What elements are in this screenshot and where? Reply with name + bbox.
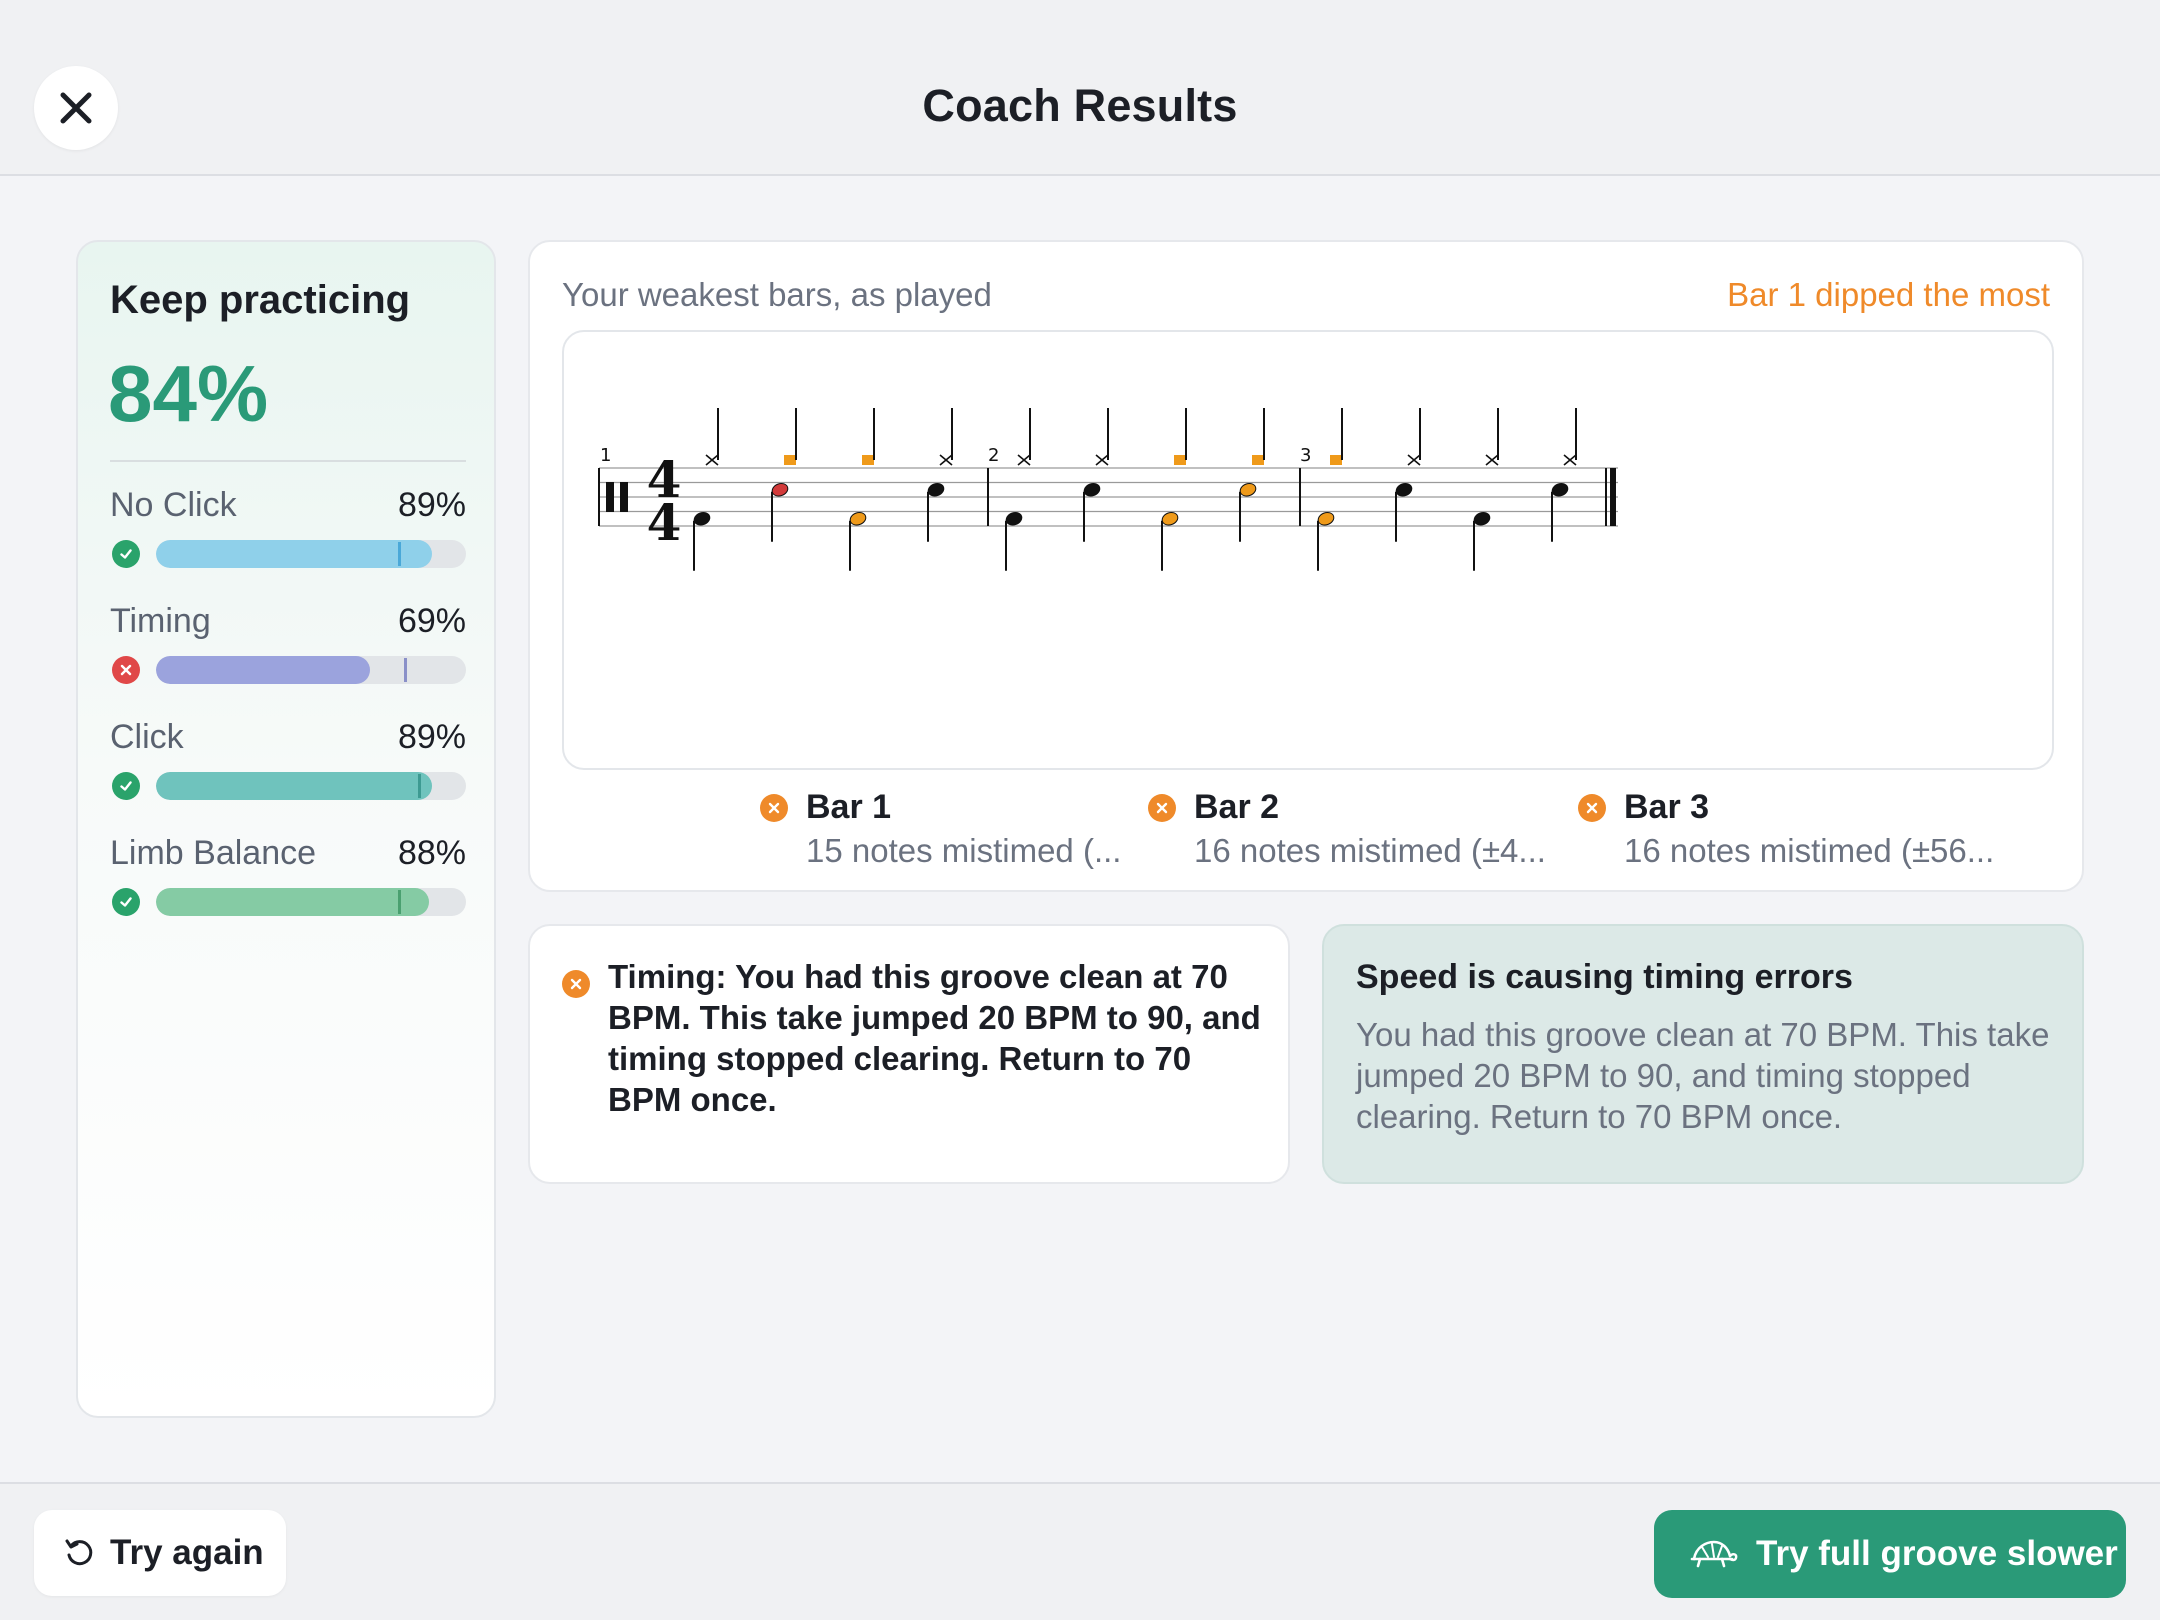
bar-title: Bar 1 — [806, 788, 892, 826]
kick-note — [849, 511, 867, 526]
bar-summary-1[interactable]: Bar 1 15 notes mistimed (... — [760, 788, 1180, 878]
bar-number: 3 — [1300, 445, 1311, 466]
metric-name: No Click — [110, 486, 237, 524]
metric-bar-fill — [156, 772, 432, 800]
rotate-ccw-icon — [65, 1539, 93, 1566]
kick-note — [693, 511, 711, 526]
hihat-note — [1485, 454, 1499, 466]
snare-note — [927, 482, 945, 497]
hihat-note — [1407, 454, 1421, 466]
check-icon — [112, 540, 140, 568]
metric-timing: Timing 69% — [110, 602, 466, 692]
metric-value: 89% — [397, 486, 466, 524]
bar-title: Bar 2 — [1194, 788, 1280, 826]
close-button[interactable] — [34, 66, 118, 150]
try-again-button[interactable]: Try again — [34, 1510, 286, 1596]
snare-note — [1083, 482, 1101, 497]
drum-staff: 4 4 1 2 3 — [598, 408, 1618, 571]
x-circle-icon — [1578, 794, 1606, 822]
snare-note — [1239, 482, 1257, 497]
insight-title: Speed is causing timing errors — [1356, 958, 1853, 996]
final-barline-thick — [1610, 468, 1616, 526]
target-marker — [404, 658, 407, 682]
x-circle-icon — [760, 794, 788, 822]
metric-bar — [156, 540, 466, 568]
metric-limb-balance: Limb Balance 88% — [110, 834, 466, 924]
time-signature-bottom: 4 — [647, 493, 682, 552]
metric-bar — [156, 656, 466, 684]
hihat-note-mistimed — [1252, 455, 1264, 465]
score-label: Keep practicing — [110, 278, 411, 322]
kick-note — [1161, 511, 1179, 526]
metric-bar-fill — [156, 540, 432, 568]
weakest-bar-callout: Bar 1 dipped the most — [1727, 276, 2050, 313]
metric-name: Click — [110, 718, 184, 756]
percussion-clef — [620, 482, 628, 512]
bar-number: 2 — [988, 445, 999, 466]
hihat-note — [705, 454, 719, 466]
page-title: Coach Results — [922, 80, 1238, 131]
snare-note — [771, 482, 789, 497]
bar-title: Bar 3 — [1624, 788, 1710, 826]
metric-value: 69% — [397, 602, 466, 640]
check-icon — [112, 772, 140, 800]
score-value: 84% — [108, 349, 269, 438]
check-icon — [112, 888, 140, 916]
footer-bar: Try again Try full groove slower — [0, 1482, 2160, 1620]
bar-summary-3[interactable]: Bar 3 16 notes mistimed (±56... — [1578, 788, 1998, 878]
hihat-note-mistimed — [784, 455, 796, 465]
close-icon — [60, 92, 92, 124]
hihat-note-mistimed — [862, 455, 874, 465]
metric-no-click: No Click 89% — [110, 486, 466, 576]
time-signature-top: 4 — [647, 450, 682, 509]
bar-detail: 16 notes mistimed (±56... — [1624, 832, 1995, 869]
timing-tip-card: Timing: You had this groove clean at 70 … — [528, 924, 1290, 1184]
hihat-note-mistimed — [1174, 455, 1186, 465]
kick-note — [1005, 511, 1023, 526]
metric-name: Timing — [110, 602, 211, 640]
snare-note — [1395, 482, 1413, 497]
kick-note — [1317, 511, 1335, 526]
hihat-note-mistimed — [1330, 455, 1342, 465]
metric-value: 89% — [397, 718, 466, 756]
try-slower-label: Try full groove slower — [1756, 1534, 2118, 1573]
hihat-note — [939, 454, 953, 466]
snare-note — [1551, 482, 1569, 497]
divider — [110, 460, 466, 462]
metric-value: 88% — [397, 834, 466, 872]
x-circle-icon — [1148, 794, 1176, 822]
bar-detail: 15 notes mistimed (... — [806, 832, 1122, 869]
metric-click: Click 89% — [110, 718, 466, 808]
tip-text: Timing: You had this groove clean at 70 … — [608, 958, 1261, 1118]
x-circle-icon — [562, 970, 590, 998]
bar-summary-2[interactable]: Bar 2 16 notes mistimed (±4... — [1148, 788, 1568, 878]
header-bar: Coach Results — [0, 0, 2160, 176]
kick-note — [1473, 511, 1491, 526]
try-again-label: Try again — [110, 1533, 264, 1572]
card-heading: Your weakest bars, as played — [562, 276, 992, 313]
weakest-bars-card: Your weakest bars, as played Bar 1 dippe… — [528, 240, 2084, 892]
hihat-note — [1563, 454, 1577, 466]
target-marker — [398, 890, 401, 914]
turtle-icon — [1690, 1540, 1738, 1568]
hihat-note — [1095, 454, 1109, 466]
insight-card: Speed is causing timing errors You had t… — [1322, 924, 2084, 1184]
metric-bar-fill — [156, 888, 429, 916]
target-marker — [398, 542, 401, 566]
try-slower-button[interactable]: Try full groove slower — [1654, 1510, 2126, 1598]
x-circle-icon — [112, 656, 140, 684]
bar-detail: 16 notes mistimed (±4... — [1194, 832, 1546, 869]
bar-number: 1 — [600, 445, 611, 466]
drum-notation: 4 4 1 2 3 — [562, 330, 2054, 770]
insight-body: You had this groove clean at 70 BPM. Thi… — [1356, 1016, 2050, 1135]
metric-name: Limb Balance — [110, 834, 317, 872]
percussion-clef — [606, 482, 614, 512]
hihat-note — [1017, 454, 1031, 466]
score-card: Keep practicing 84% No Click 89% Timing … — [76, 240, 496, 1418]
metric-bar — [156, 888, 466, 916]
target-marker — [418, 774, 421, 798]
metric-bar — [156, 772, 466, 800]
metric-bar-fill — [156, 656, 370, 684]
